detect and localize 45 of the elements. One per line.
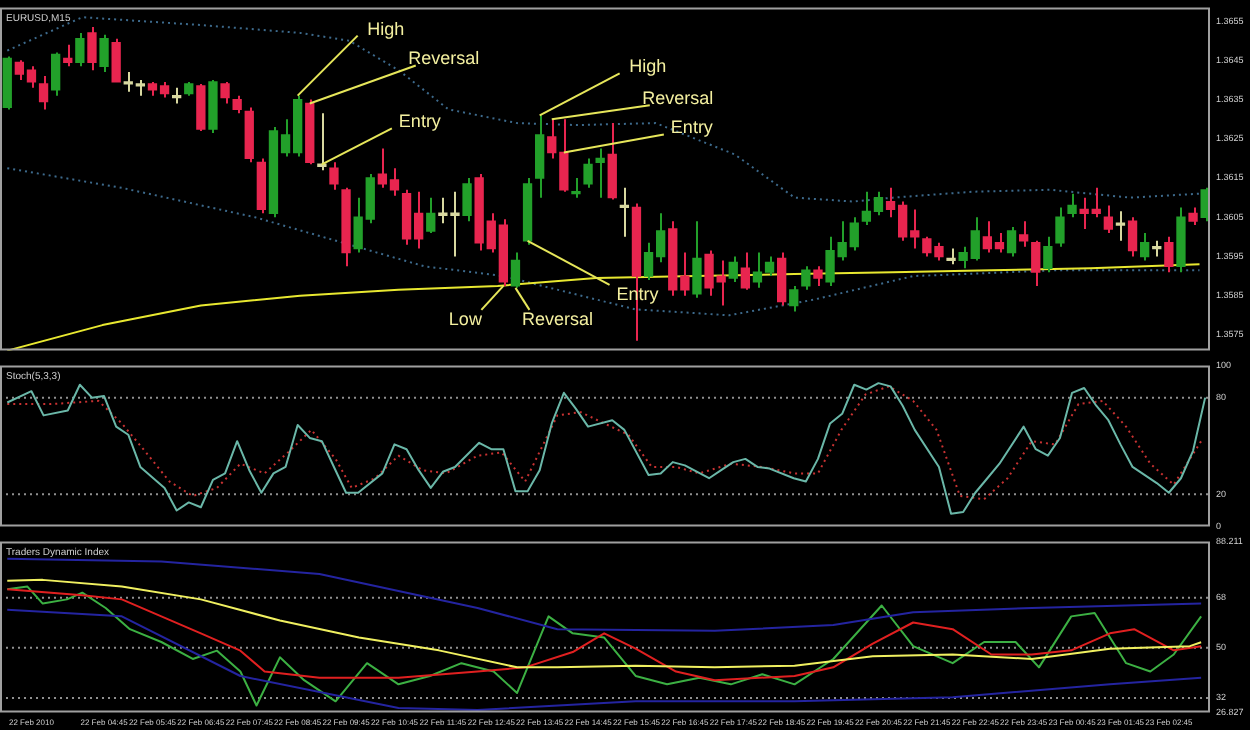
candlestick bbox=[583, 157, 593, 189]
candlestick bbox=[38, 75, 49, 111]
candlestick bbox=[571, 177, 581, 199]
candlestick bbox=[1067, 192, 1077, 219]
candlestick bbox=[1043, 235, 1053, 274]
annotation: High bbox=[629, 56, 667, 77]
annotation: Entry bbox=[670, 117, 714, 138]
candlestick bbox=[1115, 210, 1126, 242]
candlestick bbox=[728, 255, 738, 283]
candlestick bbox=[692, 220, 702, 299]
candlestick bbox=[510, 251, 521, 289]
candlestick bbox=[740, 251, 751, 291]
candlestick bbox=[789, 284, 799, 313]
candlestick bbox=[329, 161, 339, 191]
candlestick bbox=[426, 196, 436, 234]
annotation: Low bbox=[448, 308, 483, 329]
candlestick bbox=[813, 265, 823, 287]
candlestick bbox=[595, 147, 605, 199]
annotation: Reversal bbox=[521, 308, 593, 329]
candlestick bbox=[801, 265, 811, 291]
candlestick bbox=[99, 33, 109, 74]
annotation: Reversal bbox=[408, 48, 480, 69]
annotation: Entry bbox=[398, 111, 442, 132]
candlestick bbox=[535, 114, 545, 199]
candlestick bbox=[462, 177, 472, 223]
candlestick bbox=[777, 251, 787, 307]
candlestick bbox=[1103, 204, 1114, 234]
candlestick bbox=[1031, 239, 1041, 287]
candlestick bbox=[220, 80, 230, 105]
candlestick bbox=[111, 37, 121, 83]
candlestick bbox=[1019, 220, 1029, 248]
candlestick bbox=[1055, 206, 1065, 248]
annotation: Reversal bbox=[642, 88, 714, 109]
candlestick bbox=[51, 51, 61, 97]
candlestick bbox=[317, 112, 327, 172]
candlestick bbox=[87, 26, 97, 72]
candlestick bbox=[196, 82, 206, 132]
annotation: High bbox=[367, 18, 405, 39]
candlestick bbox=[1140, 231, 1150, 262]
candlestick bbox=[1127, 216, 1138, 258]
candlestick bbox=[63, 43, 73, 68]
candlestick bbox=[1006, 226, 1017, 258]
candlestick bbox=[75, 31, 85, 68]
candlestick bbox=[607, 122, 617, 201]
candlestick bbox=[1164, 235, 1174, 274]
